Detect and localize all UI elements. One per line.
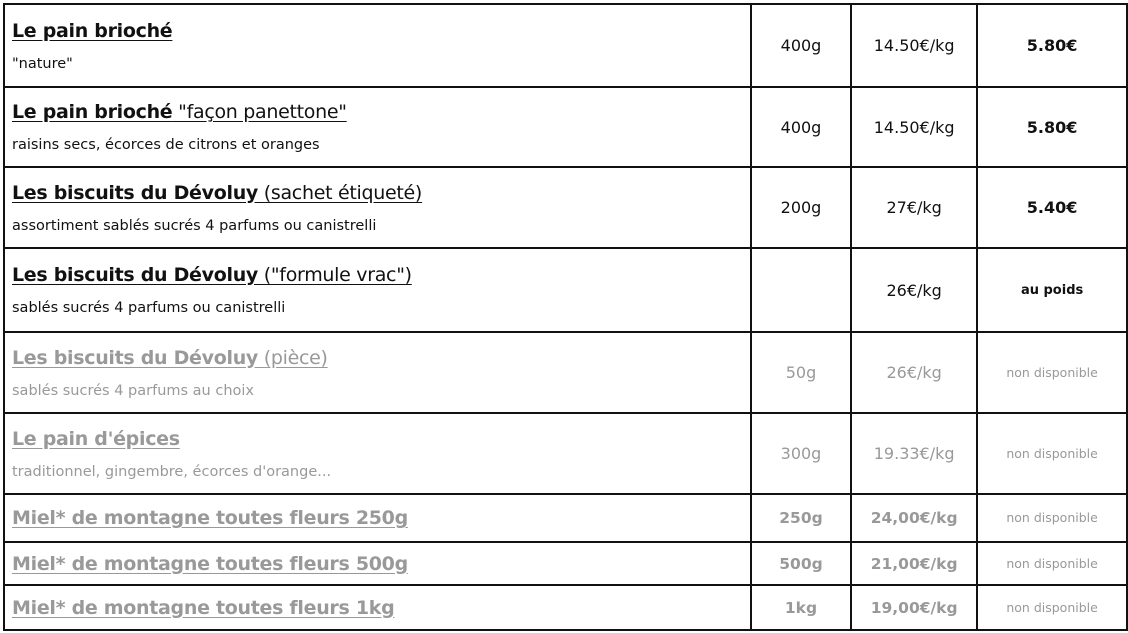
product-description: raisins secs, écorces de citrons et oran…	[12, 137, 320, 153]
product-price-per-kg: 26€/kg	[850, 247, 979, 333]
product-price-per-kg: 14.50€/kg	[850, 86, 979, 168]
product-title-link[interactable]: Le pain brioché "façon panettone"	[12, 101, 750, 123]
product-cell: Miel* de montagne toutes fleurs 250g	[3, 493, 752, 543]
product-description: "nature"	[12, 55, 73, 72]
product-variant: (pièce)	[258, 346, 328, 369]
product-cell: Les biscuits du Dévoluy (pièce) sablés s…	[3, 331, 752, 414]
product-row: Miel* de montagne toutes fleurs 500g 500…	[3, 541, 1128, 586]
product-cell: Le pain brioché "façon panettone" raisin…	[3, 86, 752, 168]
product-description: sablés sucrés 4 parfums ou canistrelli	[12, 300, 286, 316]
product-price: 5.80€	[976, 86, 1128, 168]
product-title-link[interactable]: Le pain brioché	[12, 20, 750, 42]
product-price-per-kg: 14.50€/kg	[850, 3, 979, 88]
product-title-link[interactable]: Miel* de montagne toutes fleurs 500g	[12, 553, 750, 575]
product-name: Les biscuits du Dévoluy	[12, 181, 259, 204]
product-row: Miel* de montagne toutes fleurs 1kg 1kg …	[3, 584, 1128, 631]
product-variant: "façon panettone"	[172, 101, 347, 123]
product-row: Le pain brioché "façon panettone" raisin…	[3, 86, 1128, 168]
product-row: Les biscuits du Dévoluy ("formule vrac")…	[3, 247, 1128, 333]
product-cell: Miel* de montagne toutes fleurs 500g	[3, 541, 752, 586]
product-name: Les biscuits du Dévoluy	[12, 264, 259, 286]
product-row: Le pain d'épices traditionnel, gingembre…	[3, 412, 1128, 495]
product-price-per-kg: 27€/kg	[850, 166, 979, 249]
product-cell: Les biscuits du Dévoluy (sachet étiqueté…	[3, 166, 752, 249]
product-weight: 50g	[749, 331, 853, 414]
product-name: Le pain d'épices	[12, 427, 180, 450]
product-variant: ("formule vrac")	[258, 264, 412, 286]
product-price: au poids	[976, 247, 1128, 333]
product-description: sablés sucrés 4 parfums au choix	[12, 382, 254, 399]
product-price: non disponible	[976, 493, 1128, 543]
product-cell: Miel* de montagne toutes fleurs 1kg	[3, 584, 752, 631]
product-title-link[interactable]: Miel* de montagne toutes fleurs 1kg	[12, 597, 750, 619]
product-price-per-kg: 19.33€/kg	[850, 412, 979, 495]
product-price: 5.80€	[976, 3, 1128, 88]
product-price-per-kg: 19,00€/kg	[850, 584, 979, 631]
product-price: non disponible	[976, 412, 1128, 495]
product-cell: Le pain brioché "nature"	[3, 3, 752, 88]
product-title-link[interactable]: Les biscuits du Dévoluy (sachet étiqueté…	[12, 182, 750, 204]
product-weight: 500g	[749, 541, 853, 586]
product-name: Le pain brioché	[12, 101, 173, 123]
product-weight: 200g	[749, 166, 853, 249]
product-row: Les biscuits du Dévoluy (sachet étiqueté…	[3, 166, 1128, 249]
product-title-link[interactable]: Miel* de montagne toutes fleurs 250g	[12, 507, 750, 529]
product-weight: 1kg	[749, 584, 853, 631]
product-row: Miel* de montagne toutes fleurs 250g 250…	[3, 493, 1128, 543]
product-weight: 400g	[749, 3, 853, 88]
product-name: Les biscuits du Dévoluy	[12, 346, 259, 369]
product-weight: 250g	[749, 493, 853, 543]
product-name: Miel* de montagne toutes fleurs 250g	[12, 507, 408, 529]
product-row: Le pain brioché "nature" 400g 14.50€/kg …	[3, 3, 1128, 88]
product-name: Miel* de montagne toutes fleurs 500g	[12, 552, 408, 575]
product-description: traditionnel, gingembre, écorces d'orang…	[12, 463, 332, 480]
product-title-link[interactable]: Les biscuits du Dévoluy (pièce)	[12, 347, 750, 369]
product-cell: Les biscuits du Dévoluy ("formule vrac")…	[3, 247, 752, 333]
product-price: 5.40€	[976, 166, 1128, 249]
product-weight: 400g	[749, 86, 853, 168]
product-price-per-kg: 21,00€/kg	[850, 541, 979, 586]
product-name: Miel* de montagne toutes fleurs 1kg	[12, 596, 395, 619]
product-price-per-kg: 26€/kg	[850, 331, 979, 414]
product-title-link[interactable]: Le pain d'épices	[12, 428, 750, 450]
product-price-per-kg: 24,00€/kg	[850, 493, 979, 543]
product-title-link[interactable]: Les biscuits du Dévoluy ("formule vrac")	[12, 264, 750, 286]
product-price: non disponible	[976, 584, 1128, 631]
product-name: Le pain brioché	[12, 19, 173, 42]
product-price: non disponible	[976, 331, 1128, 414]
product-variant: (sachet étiqueté)	[258, 181, 423, 204]
product-row: Les biscuits du Dévoluy (pièce) sablés s…	[3, 331, 1128, 414]
product-weight	[749, 247, 853, 333]
product-price-table: Le pain brioché "nature" 400g 14.50€/kg …	[3, 3, 1128, 631]
product-price: non disponible	[976, 541, 1128, 586]
product-weight: 300g	[749, 412, 853, 495]
product-description: assortiment sablés sucrés 4 parfums ou c…	[12, 217, 377, 234]
product-cell: Le pain d'épices traditionnel, gingembre…	[3, 412, 752, 495]
